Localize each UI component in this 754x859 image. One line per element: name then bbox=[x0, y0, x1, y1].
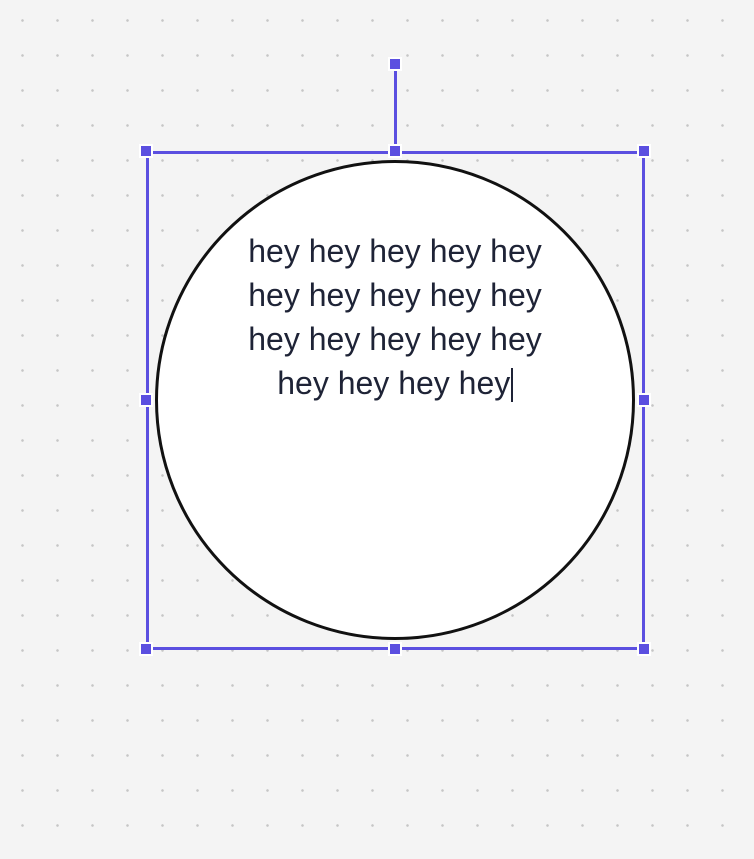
text-caret bbox=[511, 368, 513, 402]
resize-handle-right[interactable] bbox=[637, 393, 651, 407]
resize-handle-top-left[interactable] bbox=[139, 144, 153, 158]
resize-handle-bottom-right[interactable] bbox=[637, 642, 651, 656]
text-line-4: hey hey hey hey bbox=[277, 365, 511, 401]
resize-handle-top[interactable] bbox=[388, 144, 402, 158]
text-line-1: hey hey hey hey hey bbox=[248, 233, 542, 269]
shape-text-editor[interactable]: hey hey hey hey hey hey hey hey hey hey he… bbox=[230, 229, 560, 405]
resize-handle-bottom[interactable] bbox=[388, 642, 402, 656]
text-line-3: hey hey hey hey hey bbox=[248, 321, 542, 357]
resize-handle-left[interactable] bbox=[139, 393, 153, 407]
text-line-2: hey hey hey hey hey bbox=[248, 277, 542, 313]
rotate-handle[interactable] bbox=[388, 57, 402, 71]
circle-shape[interactable] bbox=[155, 160, 635, 640]
rotate-handle-stem bbox=[394, 64, 397, 152]
resize-handle-top-right[interactable] bbox=[637, 144, 651, 158]
resize-handle-bottom-left[interactable] bbox=[139, 642, 153, 656]
